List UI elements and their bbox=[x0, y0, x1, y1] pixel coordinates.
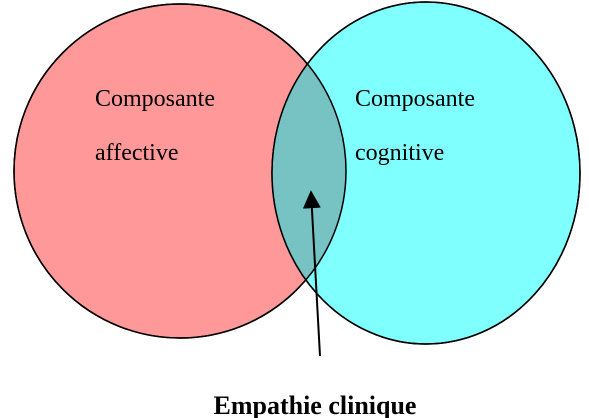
arrow bbox=[302, 190, 321, 357]
left-label-2: affective bbox=[95, 140, 179, 166]
right-outline bbox=[271, 1, 581, 345]
left-outline bbox=[13, 3, 347, 339]
right-label-2: cognitive bbox=[355, 140, 444, 166]
overlap-label: Empathie clinique bbox=[214, 391, 417, 418]
left-label-1: Composante bbox=[95, 86, 215, 112]
right-label-1: Composante bbox=[355, 86, 475, 112]
